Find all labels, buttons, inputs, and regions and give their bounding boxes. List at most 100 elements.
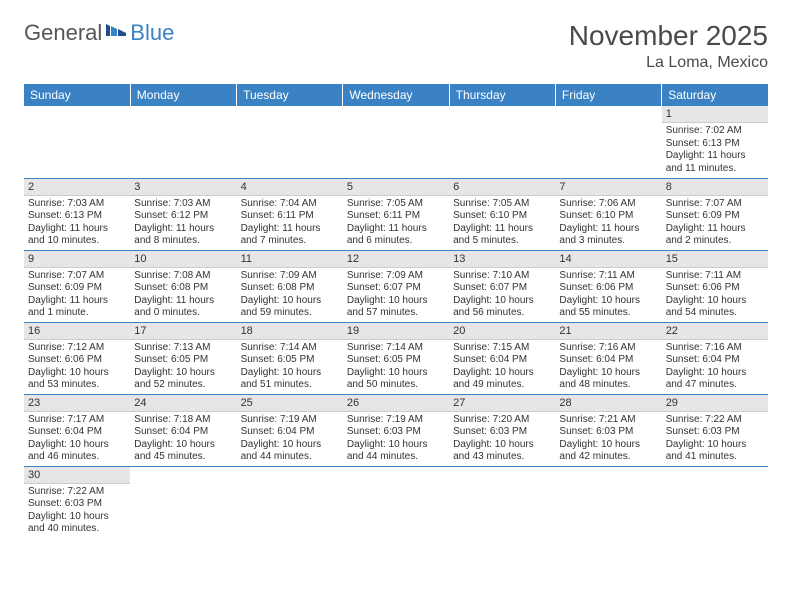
day-content: Sunrise: 7:22 AMSunset: 6:03 PMDaylight:… [24,484,130,538]
day-content: Sunrise: 7:14 AMSunset: 6:05 PMDaylight:… [343,340,449,394]
day-number: 4 [237,179,343,196]
weekday-header: Thursday [449,84,555,106]
calendar-cell: 9Sunrise: 7:07 AMSunset: 6:09 PMDaylight… [24,250,130,322]
day-content: Sunrise: 7:03 AMSunset: 6:12 PMDaylight:… [130,196,236,250]
calendar-cell: 20Sunrise: 7:15 AMSunset: 6:04 PMDayligh… [449,322,555,394]
weekday-header: Monday [130,84,236,106]
calendar-cell: 18Sunrise: 7:14 AMSunset: 6:05 PMDayligh… [237,322,343,394]
day-number: 28 [555,395,661,412]
day-number: 12 [343,251,449,268]
weekday-header: Friday [555,84,661,106]
logo-blue: Blue [130,20,174,46]
calendar-cell: 3Sunrise: 7:03 AMSunset: 6:12 PMDaylight… [130,178,236,250]
day-content: Sunrise: 7:14 AMSunset: 6:05 PMDaylight:… [237,340,343,394]
calendar-table: Sunday Monday Tuesday Wednesday Thursday… [24,84,768,538]
day-content: Sunrise: 7:12 AMSunset: 6:06 PMDaylight:… [24,340,130,394]
day-number: 16 [24,323,130,340]
day-number: 26 [343,395,449,412]
calendar-cell: 10Sunrise: 7:08 AMSunset: 6:08 PMDayligh… [130,250,236,322]
day-number: 9 [24,251,130,268]
day-content: Sunrise: 7:06 AMSunset: 6:10 PMDaylight:… [555,196,661,250]
calendar-cell: 27Sunrise: 7:20 AMSunset: 6:03 PMDayligh… [449,394,555,466]
day-content: Sunrise: 7:19 AMSunset: 6:03 PMDaylight:… [343,412,449,466]
calendar-cell: 13Sunrise: 7:10 AMSunset: 6:07 PMDayligh… [449,250,555,322]
calendar-cell [555,466,661,538]
calendar-cell [130,106,236,178]
day-number: 14 [555,251,661,268]
day-number: 29 [662,395,768,412]
calendar-cell: 22Sunrise: 7:16 AMSunset: 6:04 PMDayligh… [662,322,768,394]
calendar-row: 16Sunrise: 7:12 AMSunset: 6:06 PMDayligh… [24,322,768,394]
day-number: 3 [130,179,236,196]
calendar-cell: 4Sunrise: 7:04 AMSunset: 6:11 PMDaylight… [237,178,343,250]
calendar-cell [343,106,449,178]
day-content: Sunrise: 7:09 AMSunset: 6:07 PMDaylight:… [343,268,449,322]
title-block: November 2025 La Loma, Mexico [569,20,768,72]
day-content: Sunrise: 7:05 AMSunset: 6:10 PMDaylight:… [449,196,555,250]
day-content: Sunrise: 7:19 AMSunset: 6:04 PMDaylight:… [237,412,343,466]
day-content: Sunrise: 7:09 AMSunset: 6:08 PMDaylight:… [237,268,343,322]
day-content: Sunrise: 7:07 AMSunset: 6:09 PMDaylight:… [662,196,768,250]
day-number: 17 [130,323,236,340]
weekday-header-row: Sunday Monday Tuesday Wednesday Thursday… [24,84,768,106]
calendar-row: 1Sunrise: 7:02 AMSunset: 6:13 PMDaylight… [24,106,768,178]
day-number: 5 [343,179,449,196]
day-number: 10 [130,251,236,268]
calendar-cell: 29Sunrise: 7:22 AMSunset: 6:03 PMDayligh… [662,394,768,466]
day-number: 19 [343,323,449,340]
day-number: 23 [24,395,130,412]
calendar-cell [237,106,343,178]
logo-flag-icon [106,22,128,38]
day-content: Sunrise: 7:20 AMSunset: 6:03 PMDaylight:… [449,412,555,466]
calendar-cell [449,106,555,178]
calendar-cell: 23Sunrise: 7:17 AMSunset: 6:04 PMDayligh… [24,394,130,466]
calendar-row: 9Sunrise: 7:07 AMSunset: 6:09 PMDaylight… [24,250,768,322]
day-content: Sunrise: 7:21 AMSunset: 6:03 PMDaylight:… [555,412,661,466]
day-content: Sunrise: 7:22 AMSunset: 6:03 PMDaylight:… [662,412,768,466]
calendar-cell: 25Sunrise: 7:19 AMSunset: 6:04 PMDayligh… [237,394,343,466]
weekday-header: Wednesday [343,84,449,106]
calendar-row: 23Sunrise: 7:17 AMSunset: 6:04 PMDayligh… [24,394,768,466]
calendar-cell: 17Sunrise: 7:13 AMSunset: 6:05 PMDayligh… [130,322,236,394]
day-content: Sunrise: 7:10 AMSunset: 6:07 PMDaylight:… [449,268,555,322]
day-content: Sunrise: 7:11 AMSunset: 6:06 PMDaylight:… [662,268,768,322]
calendar-body: 1Sunrise: 7:02 AMSunset: 6:13 PMDaylight… [24,106,768,538]
calendar-cell [130,466,236,538]
calendar-cell [24,106,130,178]
weekday-header: Sunday [24,84,130,106]
calendar-cell: 5Sunrise: 7:05 AMSunset: 6:11 PMDaylight… [343,178,449,250]
calendar-cell: 12Sunrise: 7:09 AMSunset: 6:07 PMDayligh… [343,250,449,322]
day-content: Sunrise: 7:04 AMSunset: 6:11 PMDaylight:… [237,196,343,250]
day-content: Sunrise: 7:11 AMSunset: 6:06 PMDaylight:… [555,268,661,322]
day-content: Sunrise: 7:16 AMSunset: 6:04 PMDaylight:… [662,340,768,394]
day-number: 11 [237,251,343,268]
weekday-header: Saturday [662,84,768,106]
calendar-cell: 7Sunrise: 7:06 AMSunset: 6:10 PMDaylight… [555,178,661,250]
header: General Blue November 2025 La Loma, Mexi… [24,20,768,72]
calendar-cell: 1Sunrise: 7:02 AMSunset: 6:13 PMDaylight… [662,106,768,178]
day-number: 20 [449,323,555,340]
calendar-cell: 21Sunrise: 7:16 AMSunset: 6:04 PMDayligh… [555,322,661,394]
day-content: Sunrise: 7:16 AMSunset: 6:04 PMDaylight:… [555,340,661,394]
day-content: Sunrise: 7:07 AMSunset: 6:09 PMDaylight:… [24,268,130,322]
location: La Loma, Mexico [569,54,768,72]
day-number: 21 [555,323,661,340]
day-content: Sunrise: 7:15 AMSunset: 6:04 PMDaylight:… [449,340,555,394]
day-number: 8 [662,179,768,196]
day-number: 6 [449,179,555,196]
calendar-cell [237,466,343,538]
day-number: 7 [555,179,661,196]
day-number: 30 [24,467,130,484]
calendar-cell: 19Sunrise: 7:14 AMSunset: 6:05 PMDayligh… [343,322,449,394]
day-number: 24 [130,395,236,412]
calendar-cell [555,106,661,178]
day-number: 13 [449,251,555,268]
day-content: Sunrise: 7:03 AMSunset: 6:13 PMDaylight:… [24,196,130,250]
day-number: 18 [237,323,343,340]
day-number: 2 [24,179,130,196]
calendar-cell: 11Sunrise: 7:09 AMSunset: 6:08 PMDayligh… [237,250,343,322]
calendar-cell [343,466,449,538]
calendar-cell: 14Sunrise: 7:11 AMSunset: 6:06 PMDayligh… [555,250,661,322]
day-number: 15 [662,251,768,268]
calendar-cell: 28Sunrise: 7:21 AMSunset: 6:03 PMDayligh… [555,394,661,466]
